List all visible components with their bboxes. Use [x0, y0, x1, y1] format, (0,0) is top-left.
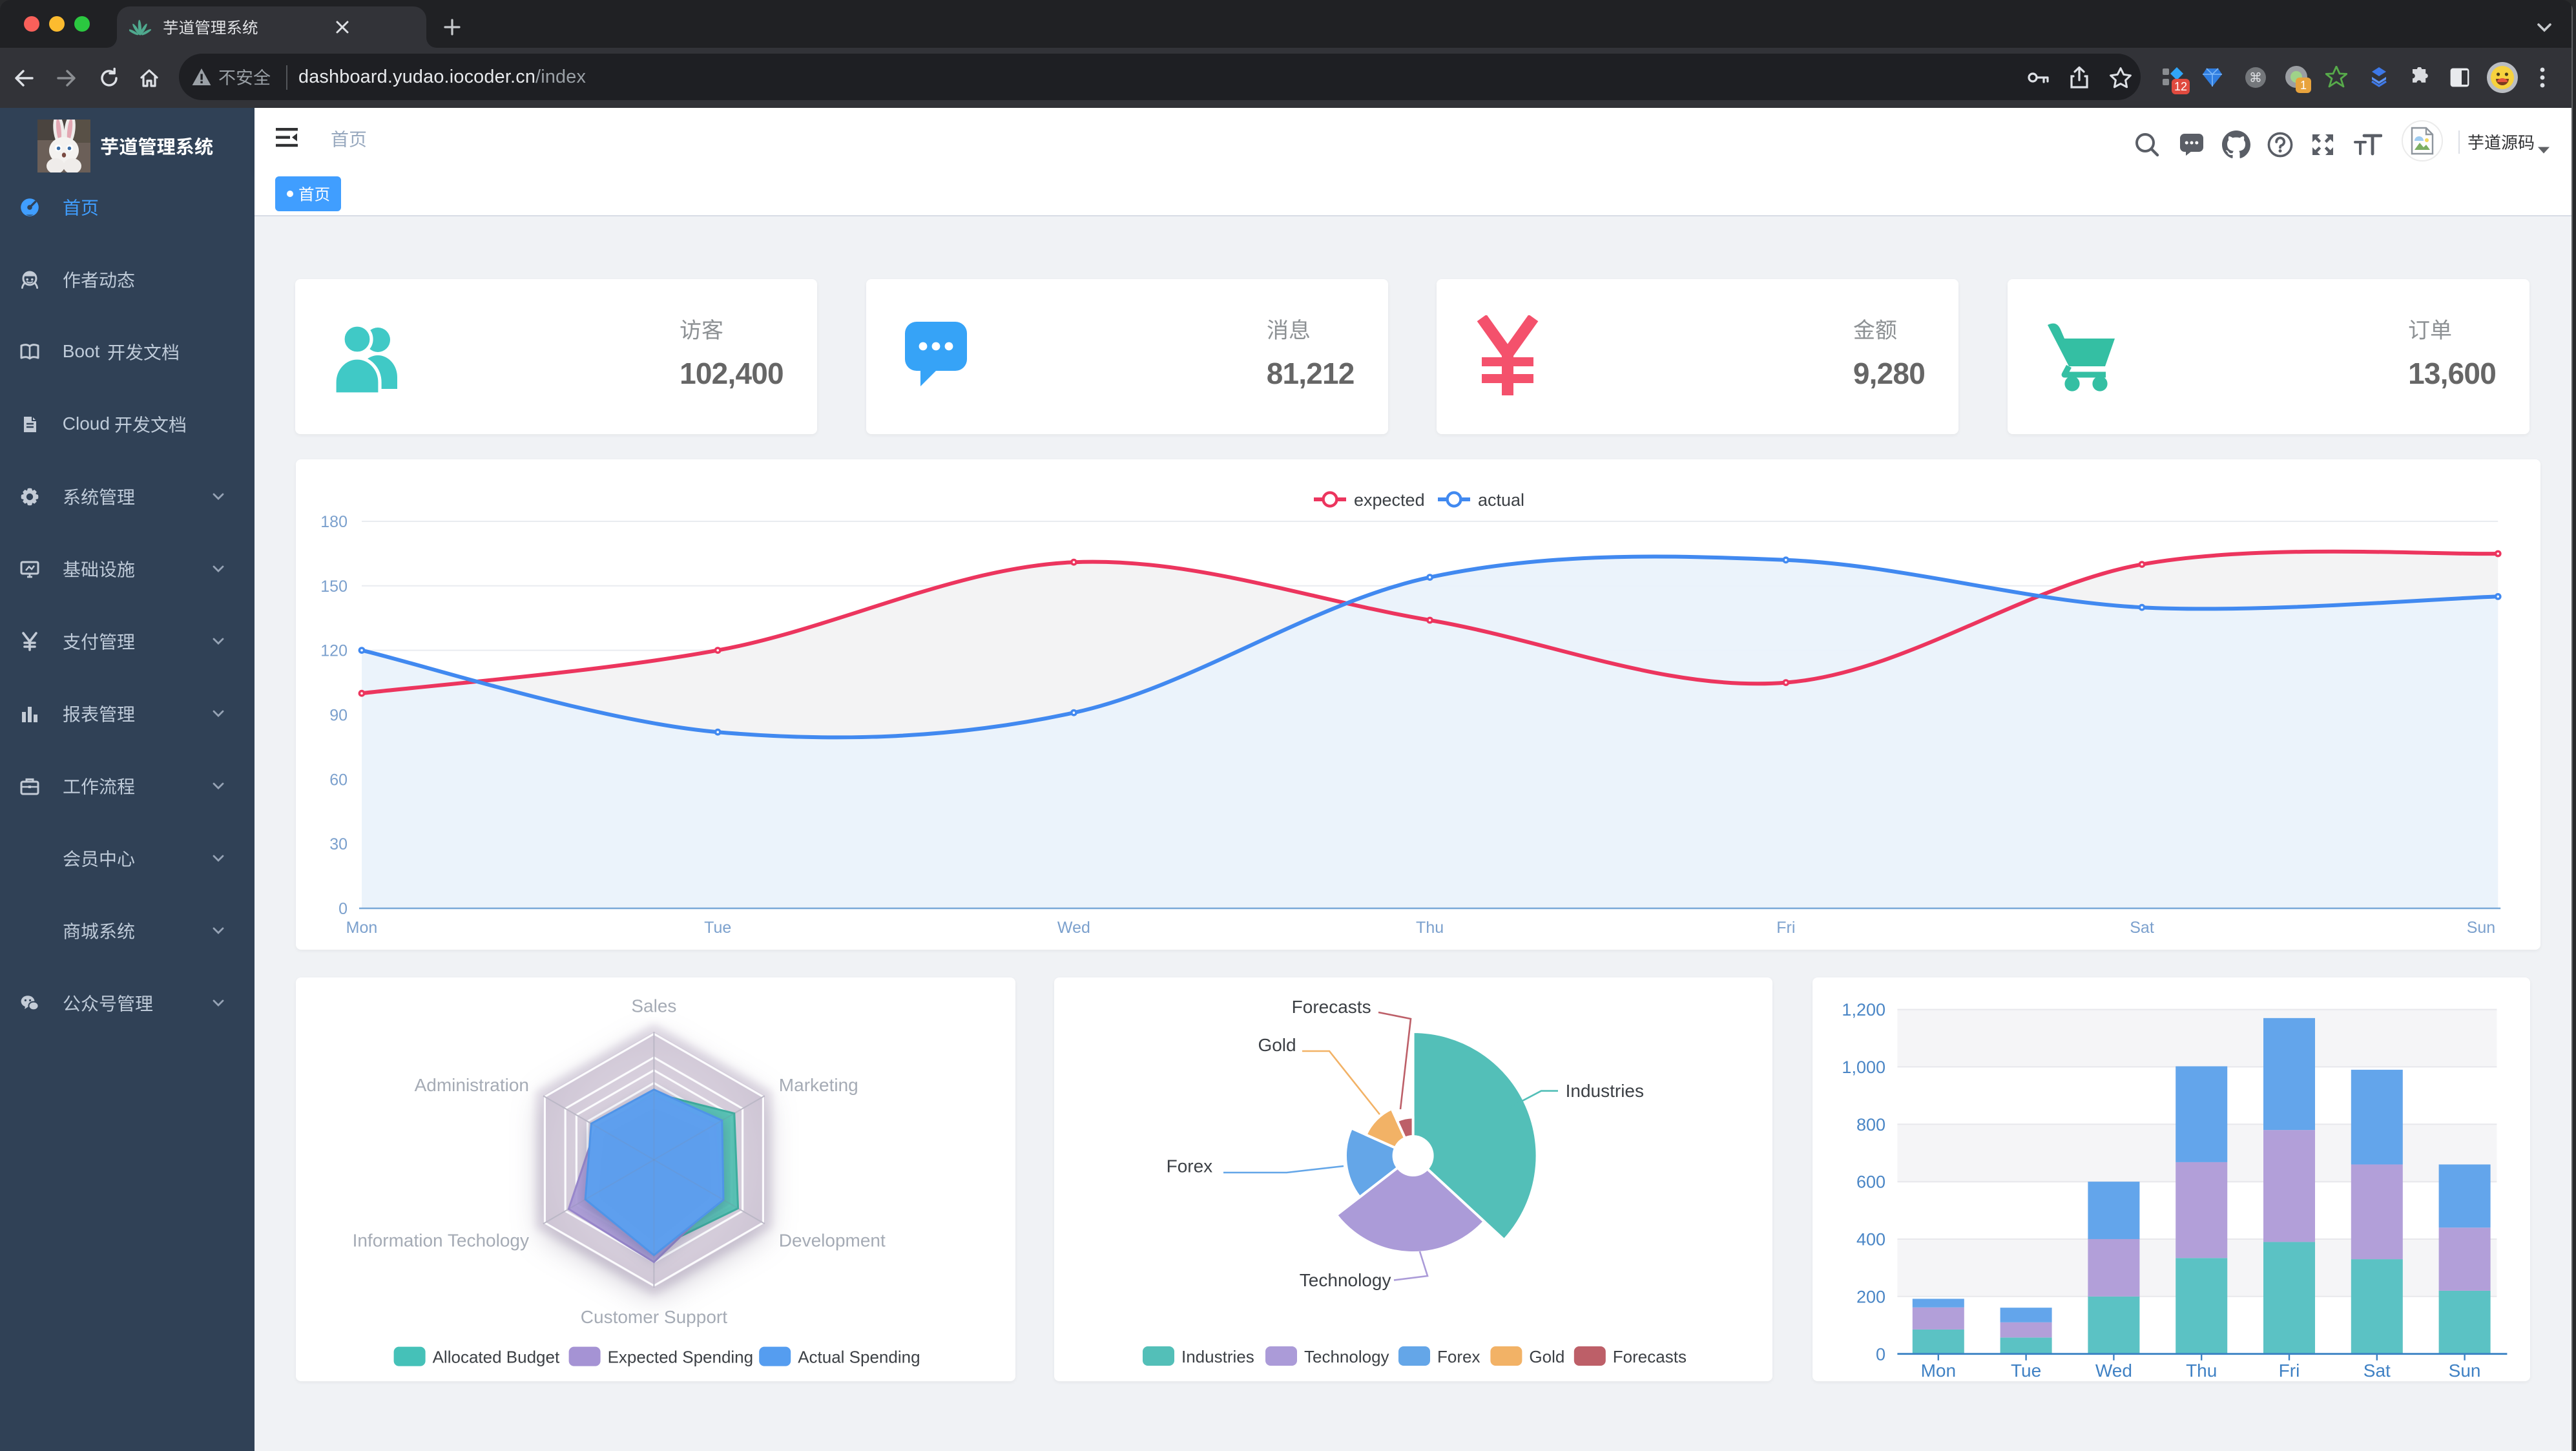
svg-text:Industries: Industries: [1181, 1347, 1254, 1366]
svg-text:Expected Spending: Expected Spending: [608, 1348, 754, 1367]
svg-text:Sat: Sat: [2130, 919, 2154, 937]
svg-text:Customer Support: Customer Support: [581, 1307, 727, 1327]
svg-text:Forecasts: Forecasts: [1613, 1347, 1687, 1366]
svg-text:Information Techology: Information Techology: [353, 1230, 529, 1250]
svg-text:400: 400: [1856, 1230, 1885, 1249]
svg-text:150: 150: [320, 578, 348, 596]
svg-text:Industries: Industries: [1566, 1081, 1644, 1101]
svg-text:0: 0: [338, 900, 348, 918]
svg-text:600: 600: [1856, 1173, 1885, 1192]
svg-text:Gold: Gold: [1258, 1035, 1296, 1055]
svg-text:0: 0: [1876, 1344, 1885, 1364]
svg-text:Sun: Sun: [2449, 1361, 2481, 1381]
svg-text:180: 180: [320, 513, 348, 531]
svg-text:Tue: Tue: [704, 919, 731, 937]
svg-text:Mon: Mon: [346, 919, 378, 937]
svg-text:Administration: Administration: [415, 1075, 529, 1095]
svg-text:Thu: Thu: [1416, 919, 1444, 937]
svg-text:90: 90: [329, 706, 348, 724]
svg-text:⌘: ⌘: [2249, 71, 2262, 85]
svg-text:Forex: Forex: [1167, 1156, 1213, 1176]
svg-text:1,000: 1,000: [1842, 1058, 1885, 1077]
svg-text:Allocated Budget: Allocated Budget: [433, 1348, 560, 1367]
svg-text:Technology: Technology: [1300, 1270, 1391, 1290]
svg-text:Actual Spending: Actual Spending: [798, 1348, 920, 1367]
svg-text:Sat: Sat: [2363, 1361, 2391, 1381]
svg-text:Wed: Wed: [2095, 1361, 2132, 1381]
svg-text:Wed: Wed: [1057, 919, 1090, 937]
svg-text:60: 60: [329, 771, 348, 789]
svg-text:Tue: Tue: [2011, 1361, 2041, 1381]
svg-text:Sun: Sun: [2467, 919, 2495, 937]
svg-text:actual: actual: [1478, 490, 1524, 510]
svg-text:Forex: Forex: [1437, 1347, 1480, 1366]
svg-text:Gold: Gold: [1529, 1347, 1564, 1366]
svg-text:Forecasts: Forecasts: [1292, 997, 1371, 1017]
svg-text:Sales: Sales: [631, 996, 676, 1016]
svg-text:Mon: Mon: [1921, 1361, 1956, 1381]
svg-text:800: 800: [1856, 1115, 1885, 1134]
svg-text:Technology: Technology: [1304, 1347, 1389, 1366]
svg-text:Marketing: Marketing: [779, 1075, 858, 1095]
svg-text:200: 200: [1856, 1287, 1885, 1306]
svg-text:Thu: Thu: [2186, 1361, 2217, 1381]
svg-text:1,200: 1,200: [1842, 1000, 1885, 1019]
svg-text:Fri: Fri: [1776, 919, 1795, 937]
svg-text:Development: Development: [779, 1230, 886, 1250]
svg-text:30: 30: [329, 835, 348, 853]
svg-text:expected: expected: [1354, 490, 1425, 510]
svg-text:Fri: Fri: [2279, 1361, 2300, 1381]
svg-text:120: 120: [320, 642, 348, 660]
